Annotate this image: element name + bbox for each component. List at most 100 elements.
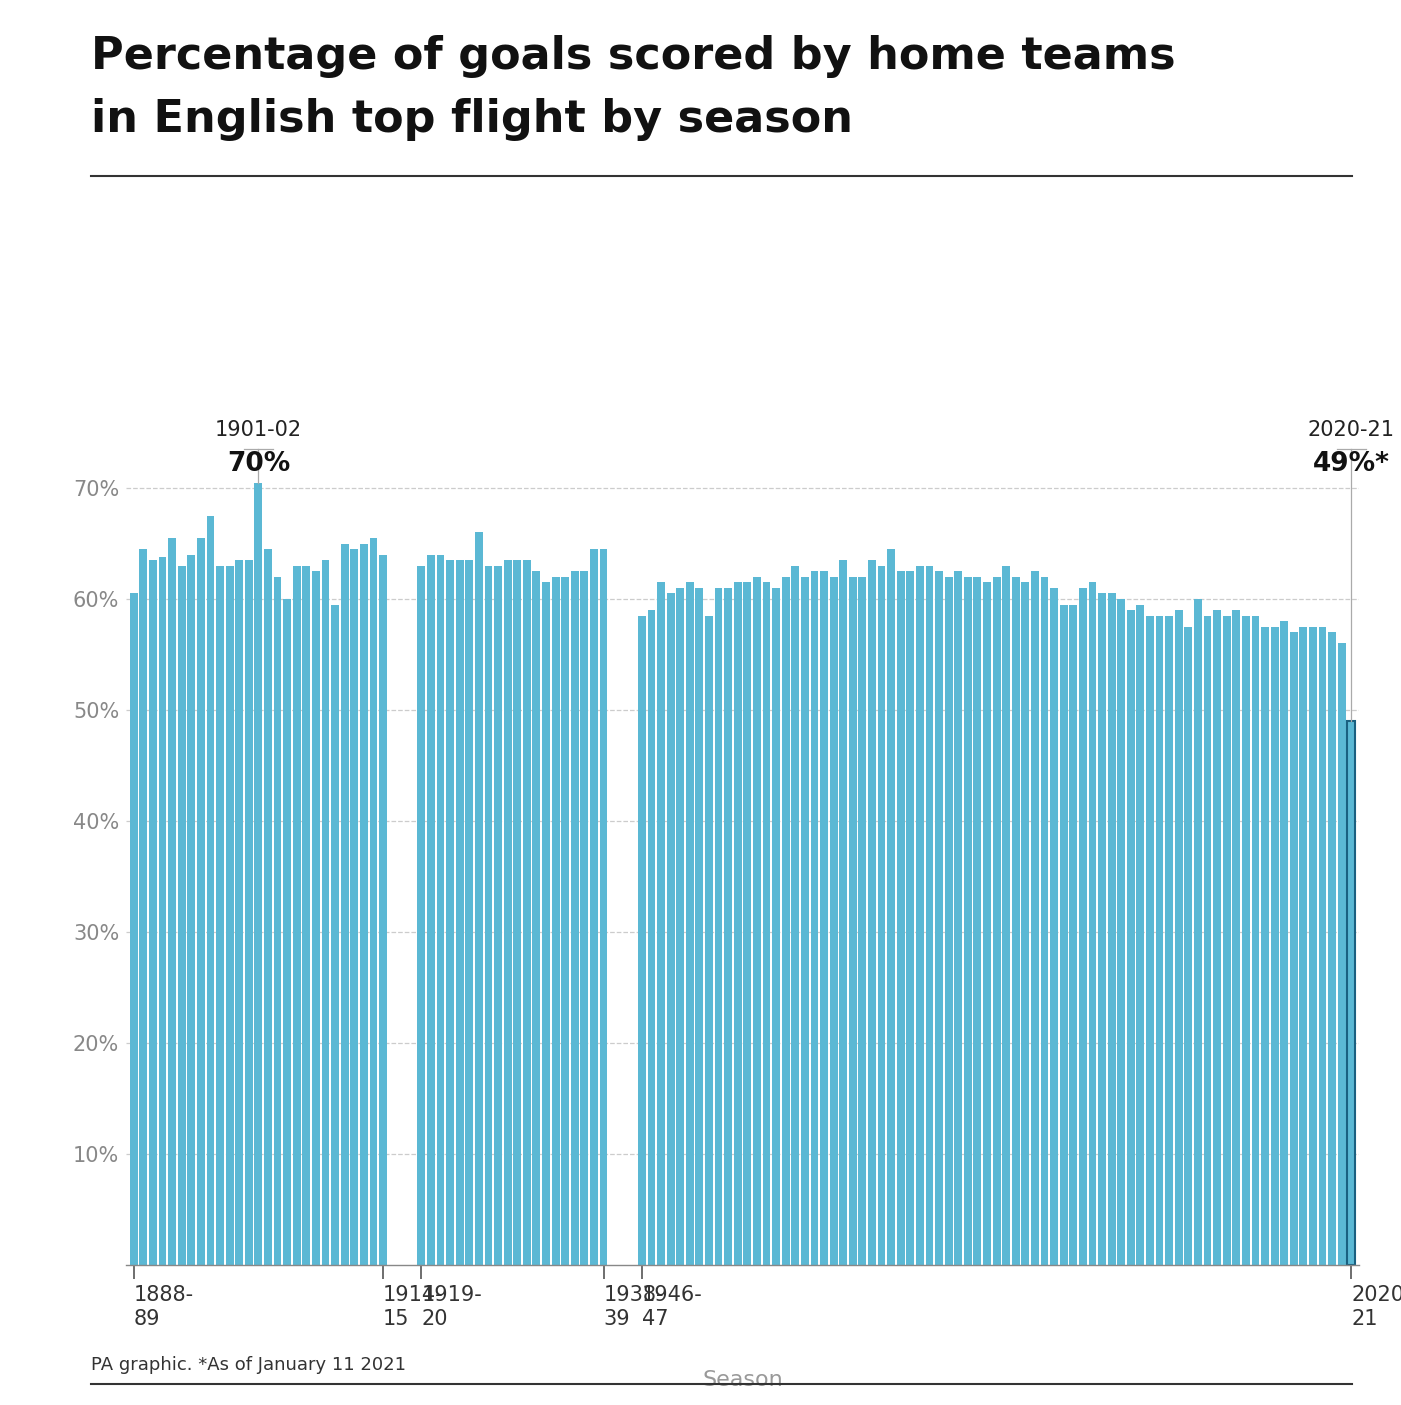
Bar: [1300, 627, 1307, 1264]
Bar: [340, 544, 349, 1264]
Bar: [1175, 610, 1182, 1264]
Bar: [1338, 643, 1345, 1264]
Bar: [1318, 627, 1327, 1264]
Bar: [1281, 621, 1288, 1264]
Bar: [245, 561, 252, 1264]
Bar: [772, 587, 780, 1264]
Bar: [705, 615, 713, 1264]
Bar: [580, 572, 588, 1264]
Bar: [869, 561, 876, 1264]
Bar: [380, 555, 387, 1264]
Bar: [1203, 615, 1212, 1264]
Bar: [1194, 599, 1202, 1264]
Bar: [1051, 587, 1058, 1264]
Bar: [216, 566, 224, 1264]
Bar: [897, 572, 905, 1264]
Bar: [695, 587, 703, 1264]
Bar: [178, 566, 185, 1264]
Bar: [600, 549, 608, 1264]
Bar: [1021, 582, 1030, 1264]
Bar: [1348, 721, 1355, 1264]
Bar: [887, 549, 895, 1264]
Bar: [495, 566, 502, 1264]
Bar: [839, 561, 848, 1264]
Bar: [1126, 610, 1135, 1264]
Bar: [944, 577, 953, 1264]
Bar: [303, 566, 310, 1264]
Bar: [590, 549, 598, 1264]
Bar: [370, 538, 377, 1264]
Bar: [859, 577, 866, 1264]
Bar: [206, 516, 214, 1264]
Bar: [801, 577, 808, 1264]
Bar: [263, 549, 272, 1264]
Bar: [293, 566, 301, 1264]
Bar: [820, 572, 828, 1264]
Bar: [552, 577, 559, 1264]
Bar: [1271, 627, 1279, 1264]
Bar: [752, 577, 761, 1264]
Bar: [744, 582, 751, 1264]
Bar: [829, 577, 838, 1264]
Bar: [158, 556, 167, 1264]
Text: Percentage of goals scored by home teams: Percentage of goals scored by home teams: [91, 35, 1175, 79]
Bar: [1031, 572, 1040, 1264]
Bar: [1184, 627, 1192, 1264]
Bar: [562, 577, 569, 1264]
Bar: [811, 572, 818, 1264]
Bar: [1012, 577, 1020, 1264]
Bar: [1136, 604, 1145, 1264]
Bar: [485, 566, 492, 1264]
Bar: [130, 593, 137, 1264]
Text: PA graphic. *As of January 11 2021: PA graphic. *As of January 11 2021: [91, 1356, 406, 1374]
Bar: [906, 572, 915, 1264]
Bar: [762, 582, 771, 1264]
Bar: [782, 577, 790, 1264]
Bar: [198, 538, 205, 1264]
Bar: [1241, 615, 1250, 1264]
Bar: [1251, 615, 1259, 1264]
Bar: [1041, 577, 1048, 1264]
Bar: [542, 582, 551, 1264]
Bar: [1117, 599, 1125, 1264]
Bar: [1002, 566, 1010, 1264]
Bar: [1079, 587, 1087, 1264]
Bar: [934, 572, 943, 1264]
Bar: [1089, 582, 1097, 1264]
Bar: [273, 577, 282, 1264]
Bar: [331, 604, 339, 1264]
X-axis label: Season: Season: [702, 1370, 783, 1390]
Bar: [532, 572, 541, 1264]
Bar: [715, 587, 723, 1264]
Bar: [235, 561, 244, 1264]
Bar: [792, 566, 799, 1264]
Bar: [350, 549, 359, 1264]
Text: 1901-02: 1901-02: [214, 420, 303, 440]
Bar: [1156, 615, 1163, 1264]
Text: 2020-21: 2020-21: [1307, 420, 1395, 440]
Bar: [523, 561, 531, 1264]
Bar: [465, 561, 474, 1264]
Text: 70%: 70%: [227, 451, 290, 478]
Bar: [926, 566, 933, 1264]
Bar: [475, 532, 483, 1264]
Bar: [1098, 593, 1105, 1264]
Bar: [877, 566, 885, 1264]
Bar: [1309, 627, 1317, 1264]
Bar: [140, 549, 147, 1264]
Bar: [974, 577, 981, 1264]
Bar: [437, 555, 444, 1264]
Bar: [1069, 604, 1077, 1264]
Text: in English top flight by season: in English top flight by season: [91, 98, 853, 142]
Bar: [283, 599, 291, 1264]
Bar: [1261, 627, 1269, 1264]
Bar: [724, 587, 733, 1264]
Bar: [1059, 604, 1068, 1264]
Bar: [849, 577, 856, 1264]
Bar: [360, 544, 368, 1264]
Bar: [417, 566, 426, 1264]
Bar: [1223, 615, 1230, 1264]
Bar: [149, 561, 157, 1264]
Bar: [168, 538, 177, 1264]
Bar: [993, 577, 1000, 1264]
